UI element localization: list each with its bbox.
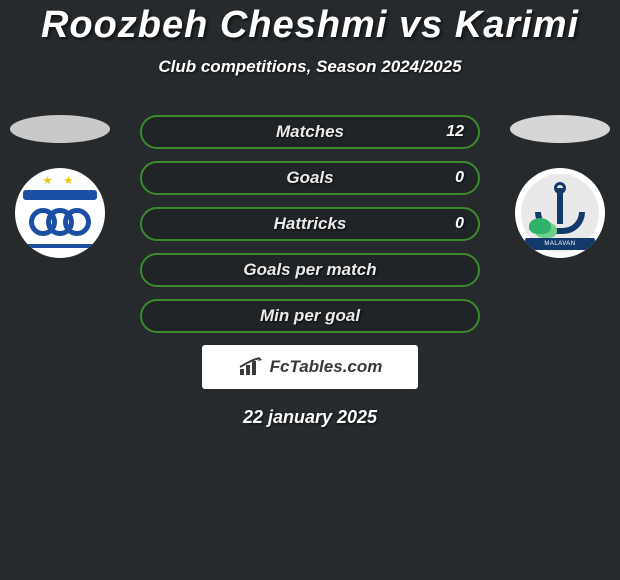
stat-bar-matches: Matches 12 [140, 115, 480, 149]
crest-stars-icon: ★ ★ [15, 174, 105, 187]
player-right-ellipse [510, 115, 610, 143]
stat-label: Min per goal [260, 306, 360, 326]
player-right-badge: MALAVAN [510, 115, 610, 265]
stat-bar-goals: Goals 0 [140, 161, 480, 195]
branding-text: FcTables.com [270, 357, 383, 377]
player-right-crest: MALAVAN [515, 168, 605, 258]
stat-label: Hattricks [274, 214, 347, 234]
bar-chart-icon [238, 357, 264, 377]
stat-bars: Matches 12 Goals 0 Hattricks 0 Goals per… [140, 115, 480, 333]
stat-label: Matches [276, 122, 344, 142]
crest-baseline [27, 244, 93, 248]
stat-label: Goals per match [243, 260, 376, 280]
stat-bar-min-per-goal: Min per goal [140, 299, 480, 333]
branding-badge: FcTables.com [202, 345, 418, 389]
stat-value-right: 0 [455, 215, 464, 233]
crest-stripe [23, 190, 97, 200]
date-label: 22 january 2025 [0, 407, 620, 428]
stat-bar-hattricks: Hattricks 0 [140, 207, 480, 241]
crest-banner-text: MALAVAN [515, 238, 605, 250]
comparison-panel: ★ ★ MALAVAN Matches 12 Goals [0, 115, 620, 428]
crest-rings-icon [29, 206, 91, 242]
subtitle: Club competitions, Season 2024/2025 [0, 57, 620, 77]
player-left-ellipse [10, 115, 110, 143]
stat-value-right: 12 [446, 123, 464, 141]
stat-bar-goals-per-match: Goals per match [140, 253, 480, 287]
player-left-crest: ★ ★ [15, 168, 105, 258]
stat-label: Goals [286, 168, 333, 188]
player-left-badge: ★ ★ [10, 115, 110, 265]
stat-value-right: 0 [455, 169, 464, 187]
waves-icon [529, 218, 551, 234]
page-title: Roozbeh Cheshmi vs Karimi [0, 0, 620, 47]
